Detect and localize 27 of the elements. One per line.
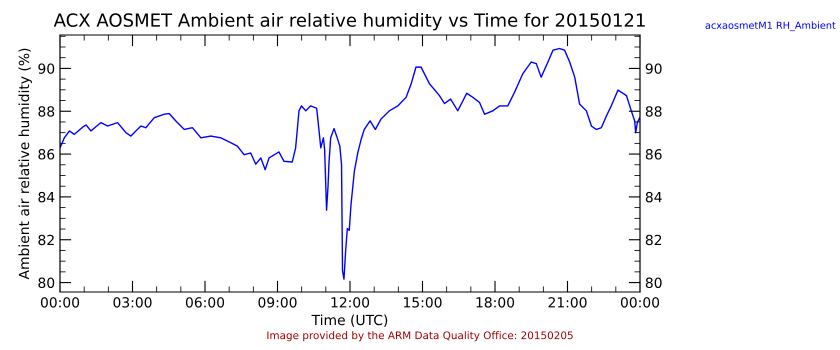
x-tick-label: 21:00 bbox=[548, 297, 587, 308]
x-tick-label: 12:00 bbox=[332, 297, 370, 308]
y-tick-label: 88 bbox=[38, 106, 54, 117]
y-tick-label: 82 bbox=[38, 234, 54, 246]
y-tick-label: 90 bbox=[38, 63, 54, 74]
text: acxaosmetM1 RH_Ambient bbox=[706, 21, 836, 32]
x-tick-label: 06:00 bbox=[186, 297, 224, 308]
y-tick-label: 84 bbox=[38, 192, 54, 202]
x-axis-title: Time (UTC) bbox=[312, 314, 388, 327]
y2-tick-label: 90 bbox=[646, 63, 662, 74]
y-tick-label: 86 bbox=[38, 149, 54, 160]
chart-title: ACX AOSMET Ambient air relative humidity vs Time for 20150121 bbox=[54, 12, 645, 30]
y2-tick-label: 88 bbox=[646, 106, 662, 117]
text: Image provided by the ARM Data Quality Office: 20150205 bbox=[267, 331, 573, 342]
y-axis-title: Ambient air relative humidity (%) bbox=[18, 48, 32, 280]
y2-tick-label: 86 bbox=[646, 149, 662, 160]
x-tick-label: 15:00 bbox=[404, 297, 442, 308]
y2-tick-label: 82 bbox=[646, 234, 662, 246]
x-tick-label: 00:00 bbox=[620, 297, 660, 308]
x-tick-label: 00:00 bbox=[40, 297, 80, 308]
x-tick-label: 03:00 bbox=[113, 297, 152, 308]
y2-tick-label: 84 bbox=[646, 192, 662, 202]
y-tick-label: 80 bbox=[38, 278, 54, 288]
x-tick-label: 09:00 bbox=[258, 297, 297, 308]
line-series bbox=[60, 48, 640, 280]
x-tick-label: 18:00 bbox=[476, 297, 514, 308]
y2-tick-label: 80 bbox=[646, 278, 662, 288]
